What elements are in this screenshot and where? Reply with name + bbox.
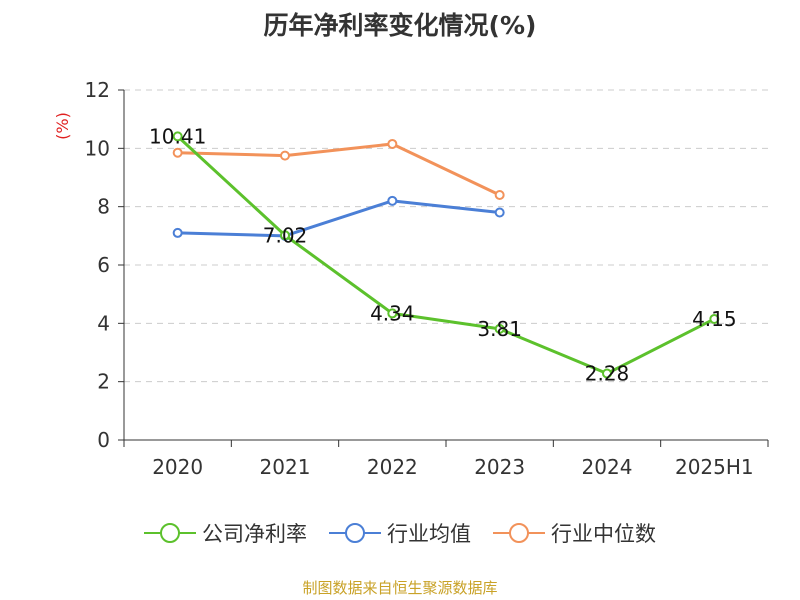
legend-item-industry-median[interactable]: 行业中位数 bbox=[493, 518, 656, 548]
data-point bbox=[602, 368, 612, 379]
legend-line-circle-icon bbox=[144, 523, 196, 543]
y-tick-label: 10 bbox=[85, 136, 110, 160]
data-point bbox=[280, 230, 290, 241]
legend-line-circle-icon bbox=[493, 523, 545, 543]
data-point bbox=[172, 131, 183, 142]
y-tick-label: 12 bbox=[85, 78, 110, 102]
legend-item-industry-mean[interactable]: 行业均值 bbox=[329, 518, 471, 548]
chart-title: 历年净利率变化情况(%) bbox=[263, 11, 537, 40]
data-point bbox=[172, 227, 183, 238]
data-point bbox=[494, 323, 505, 334]
y-tick-label: 6 bbox=[97, 253, 110, 277]
data-label: 4.34 bbox=[370, 301, 415, 325]
y-axis-label: (%) bbox=[53, 112, 72, 140]
series-line bbox=[177, 199, 500, 238]
data-point bbox=[387, 195, 398, 206]
x-tick-label: 2023 bbox=[474, 455, 525, 479]
data-point bbox=[280, 150, 290, 161]
data-point bbox=[172, 147, 183, 158]
source-note: 制图数据来自恒生聚源数据库 bbox=[302, 579, 498, 597]
legend-label-company: 公司净利率 bbox=[202, 522, 307, 546]
data-label: 4.15 bbox=[692, 307, 737, 331]
legend-label-industry-median: 行业中位数 bbox=[551, 522, 656, 546]
x-tick-label: 2024 bbox=[582, 455, 633, 479]
data-point bbox=[387, 308, 398, 319]
y-tick-label: 8 bbox=[97, 195, 110, 219]
data-label: 10.41 bbox=[149, 124, 206, 148]
data-label: 7.02 bbox=[263, 223, 308, 247]
series-line bbox=[176, 135, 716, 375]
x-tick-label: 2022 bbox=[367, 455, 418, 479]
x-tick-label: 2025H1 bbox=[675, 455, 754, 479]
data-label: 2.28 bbox=[585, 362, 630, 386]
data-label: 3.81 bbox=[477, 317, 522, 341]
data-point bbox=[494, 207, 505, 218]
data-point bbox=[387, 138, 398, 149]
x-tick-label: 2020 bbox=[152, 455, 203, 479]
legend-item-company[interactable]: 公司净利率 bbox=[144, 518, 307, 548]
legend: 公司净利率 行业均值 行业中位数 bbox=[0, 518, 800, 548]
legend-label-industry-mean: 行业均值 bbox=[387, 522, 471, 546]
y-tick-label: 4 bbox=[97, 311, 110, 335]
x-tick-label: 2021 bbox=[260, 455, 311, 479]
legend-line-circle-icon bbox=[329, 523, 381, 543]
y-tick-label: 2 bbox=[97, 370, 110, 394]
data-point bbox=[494, 190, 505, 200]
data-point bbox=[709, 313, 720, 324]
series-line bbox=[177, 142, 501, 197]
y-tick-label: 0 bbox=[97, 428, 110, 452]
